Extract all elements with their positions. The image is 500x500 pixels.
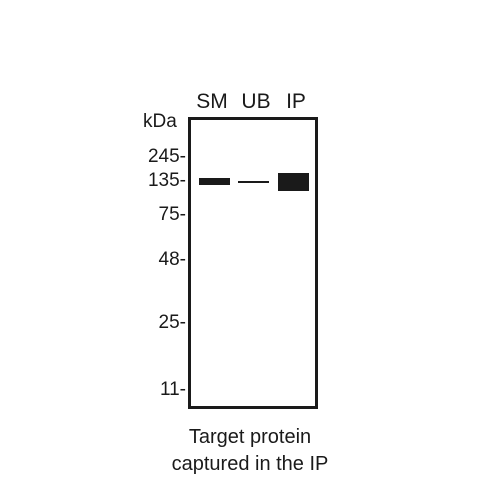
band-ip — [278, 173, 309, 191]
unit-label: kDa — [143, 111, 177, 132]
caption-line-2: captured in the IP — [171, 453, 329, 475]
marker-75: 75- — [158, 204, 186, 225]
lane-label-sm: SM — [196, 90, 228, 113]
marker-48: 48- — [158, 249, 186, 270]
marker-25: 25- — [158, 312, 186, 333]
blot-membrane — [188, 117, 318, 409]
marker-135: 135- — [147, 170, 186, 191]
marker-11: 11- — [159, 379, 186, 400]
lane-label-ub: UB — [241, 90, 271, 113]
caption-line-1: Target protein — [188, 426, 312, 448]
marker-245: 245- — [147, 146, 186, 167]
lane-label-ip: IP — [286, 90, 306, 113]
band-sm — [199, 178, 230, 185]
band-ub — [238, 181, 269, 183]
